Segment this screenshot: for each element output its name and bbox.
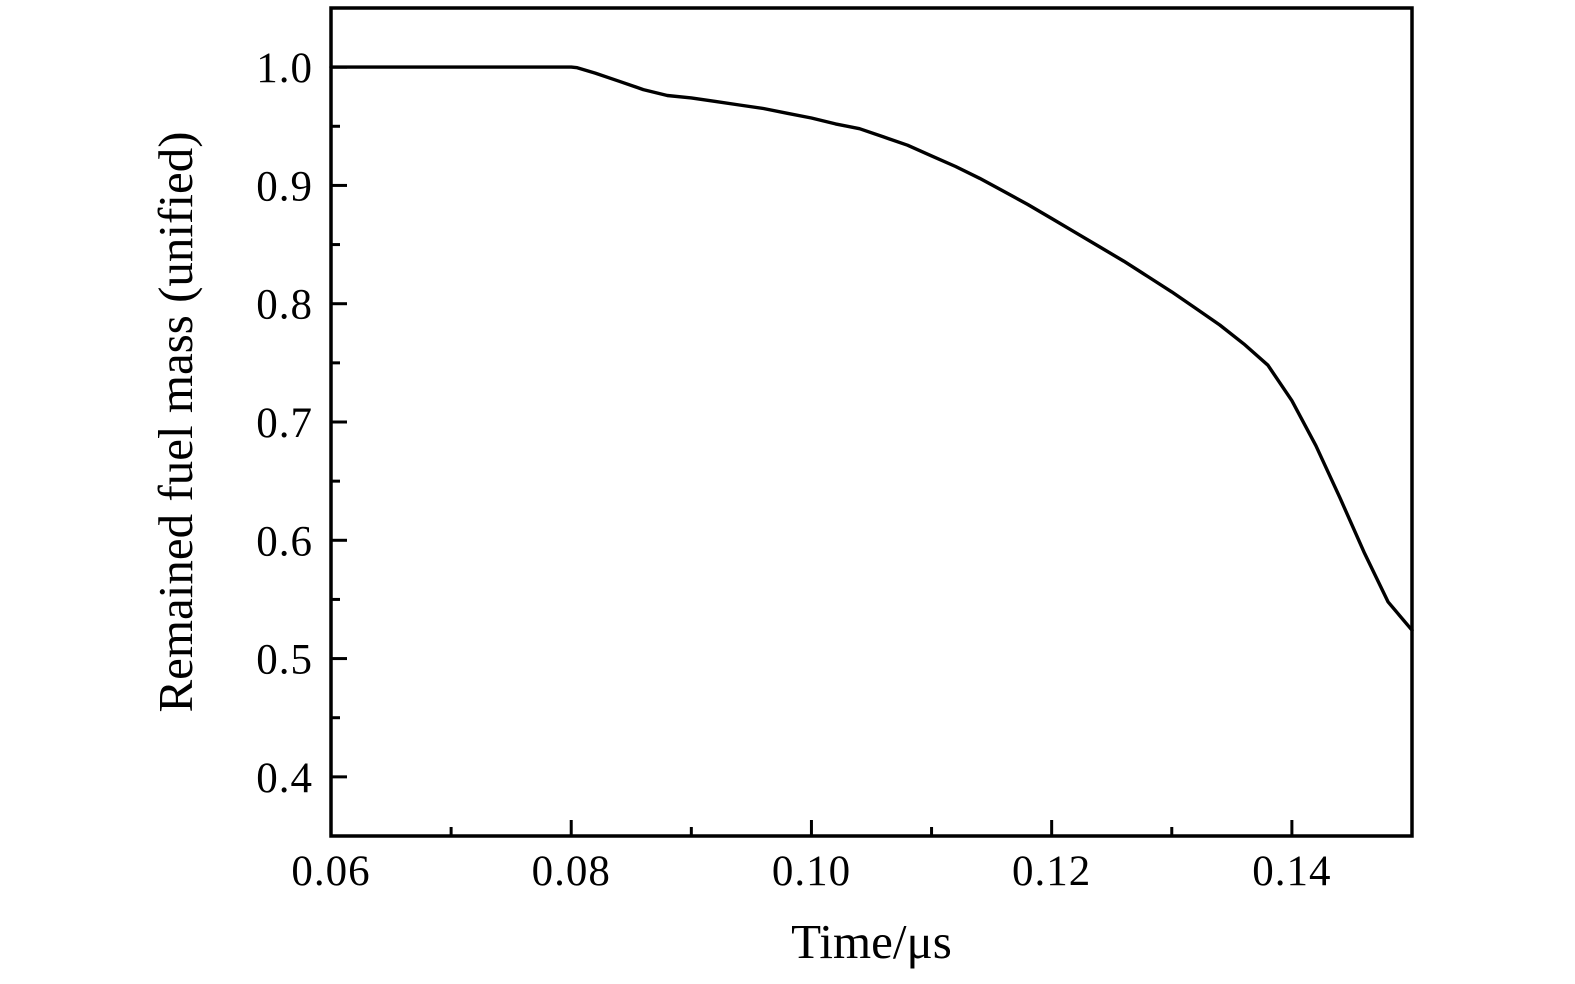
- y-tick-label: 1.0: [256, 45, 313, 92]
- axis-tick-labels: 0.06 0.08 0.10 0.12 0.14 0.4 0.5 0.6 0.7 0.8 0.9 1.…: [256, 45, 1331, 895]
- x-axis-title: Time/μs: [791, 914, 952, 969]
- x-tick-label: 0.08: [532, 848, 611, 895]
- y-axis-title: Remained fuel mass (unified): [148, 131, 203, 712]
- x-tick-label: 0.06: [291, 848, 370, 895]
- y-tick-label: 0.8: [256, 282, 313, 329]
- y-tick-label: 0.9: [256, 163, 313, 210]
- y-tick-label: 0.4: [256, 755, 313, 802]
- y-tick-label: 0.6: [256, 518, 313, 565]
- x-tick-label: 0.12: [1012, 848, 1091, 895]
- y-tick-label: 0.7: [256, 400, 313, 447]
- x-tick-label: 0.14: [1252, 848, 1331, 895]
- data-curve: [329, 65, 1414, 632]
- y-tick-label: 0.5: [256, 637, 313, 684]
- x-tick-label: 0.10: [772, 848, 851, 895]
- axis-ticks: [329, 65, 1294, 836]
